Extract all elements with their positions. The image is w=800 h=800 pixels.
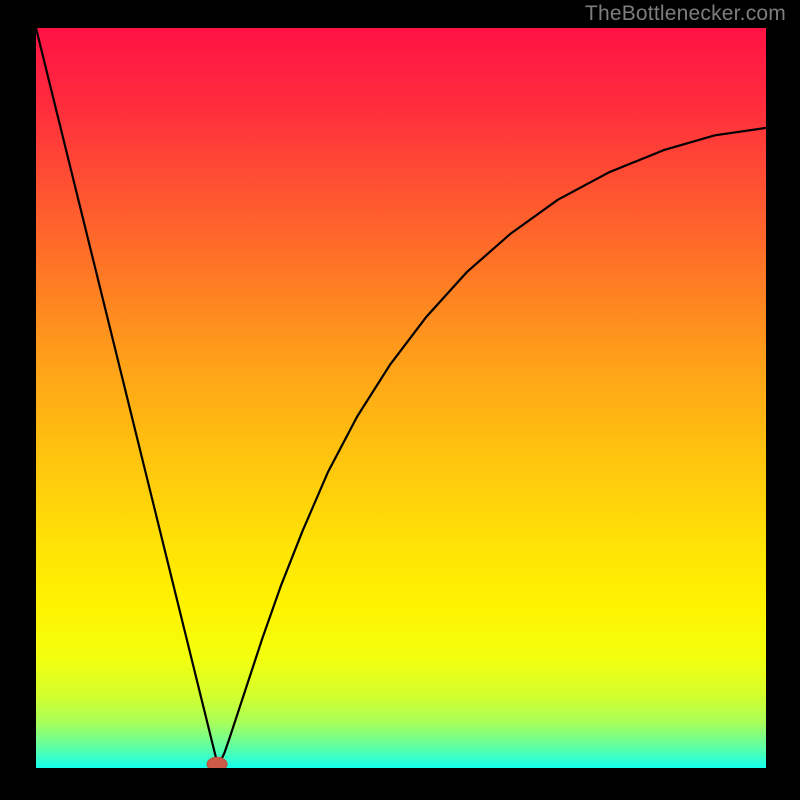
watermark-text: TheBottlenecker.com	[585, 2, 786, 26]
chart-stage: TheBottlenecker.com	[0, 0, 800, 800]
bottleneck-plot	[0, 0, 800, 800]
plot-background	[36, 28, 766, 768]
minimum-marker	[207, 757, 227, 771]
